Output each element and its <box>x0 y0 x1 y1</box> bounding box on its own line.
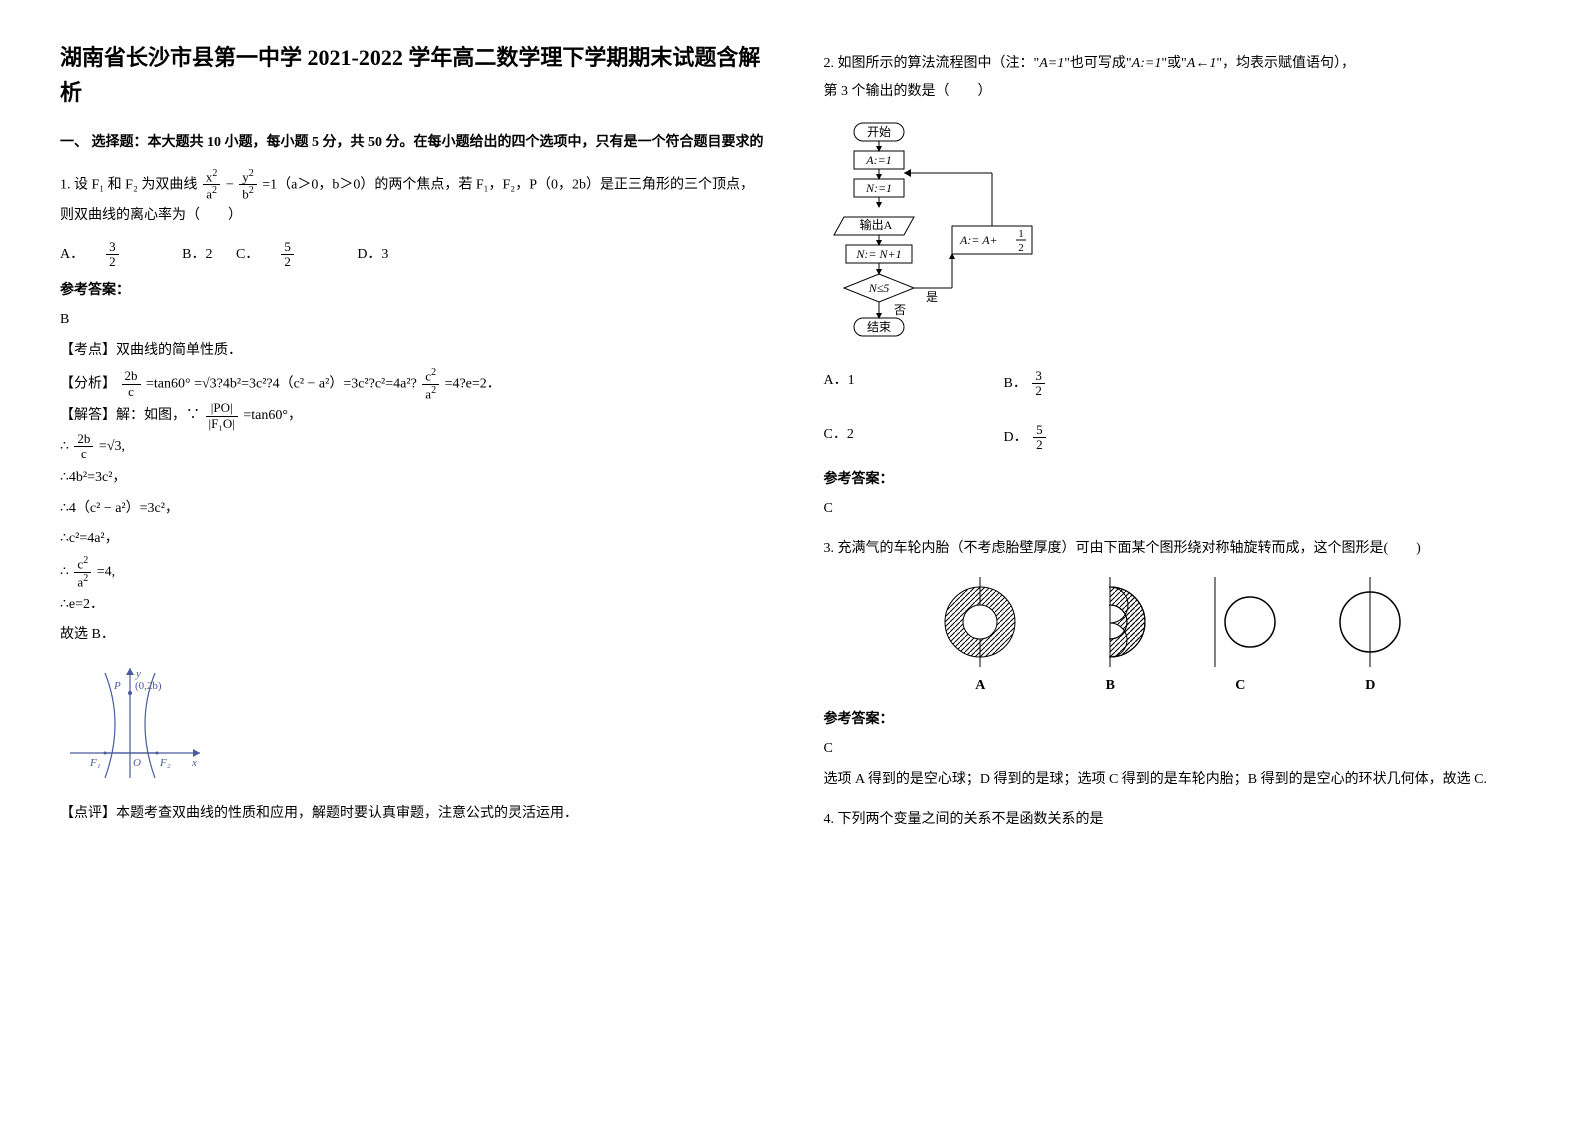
q3-fig-D <box>1325 577 1415 667</box>
svg-text:F₁: F₁ <box>89 757 101 769</box>
svg-text:A:= A+: A:= A+ <box>959 233 998 247</box>
q3-answer: C 选项 A 得到的是空心球；D 得到的是球；选项 C 得到的是车轮内胎；B 得… <box>824 734 1528 796</box>
svg-text:O: O <box>133 757 141 769</box>
question-4: 4. 下列两个变量之间的关系不是函数关系的是 <box>824 806 1528 834</box>
svg-text:F₂: F₂ <box>159 757 171 769</box>
q1-answer-label: 参考答案： <box>60 279 764 299</box>
svg-text:输出A: 输出A <box>859 217 892 232</box>
q3-fig-C <box>1195 577 1285 667</box>
svg-text:1: 1 <box>1018 228 1024 240</box>
q1-optC: C．52 <box>236 247 334 262</box>
q1-line6: ∴e=2． <box>60 590 764 621</box>
q1-optA: A．32 <box>60 247 159 262</box>
q2-optB: B． 32 <box>1004 369 1184 399</box>
svg-text:y: y <box>135 668 141 680</box>
q1-dianping: 【点评】本题考查双曲线的性质和应用，解题时要认真审题，注意公式的灵活运用． <box>60 800 764 828</box>
hyp-fraction-y: y2b2 <box>239 168 257 202</box>
q1-line5: ∴ c2a2 =4, <box>60 555 764 589</box>
svg-text:2: 2 <box>1018 242 1024 254</box>
q1-figure: P (0,2b) F₁ O F₂ x y <box>60 663 764 788</box>
q1-optD: D．3 <box>357 247 388 262</box>
q3-answer-label: 参考答案： <box>824 708 1528 728</box>
q2-optD: D． 52 <box>1004 423 1184 453</box>
svg-text:是: 是 <box>925 290 937 304</box>
q1-line2: ∴4b²=3c²， <box>60 463 764 494</box>
svg-text:A:=1: A:=1 <box>865 153 891 167</box>
q1-line4: ∴c²=4a²， <box>60 524 764 555</box>
svg-text:N:=1: N:=1 <box>864 181 891 195</box>
q1-line1: ∴ 2bc =√3, <box>60 432 764 463</box>
q3-fig-A <box>935 577 1025 667</box>
q1-line3: ∴4（c² − a²）=3c²， <box>60 494 764 525</box>
question-1: 1. 设 F₁ 和 F₂ 为双曲线 x2a2 − y2b2 =1（a＞0，b＞0… <box>60 168 764 230</box>
svg-text:N:= N+1: N:= N+1 <box>855 247 901 261</box>
q1-answer: B 【考点】双曲线的简单性质． 【分析】 2bc =tan60° =√3?4b²… <box>60 305 764 651</box>
q2-flowchart: 开始 A:=1 N:=1 输出A N:= N+1 <box>824 118 1528 353</box>
q1-line7: 故选 B． <box>60 620 764 651</box>
page-title: 湖南省长沙市县第一中学 2021-2022 学年高二数学理下学期期末试题含解析 <box>60 40 764 110</box>
q1-fenxi: 【分析】 2bc =tan60° =√3?4b²=3c²?4（c² − a²）=… <box>60 367 764 401</box>
svg-text:N≤5: N≤5 <box>867 281 889 295</box>
svg-text:P: P <box>113 680 121 692</box>
q1-optB: B．2 <box>182 247 212 262</box>
q3-fig-B <box>1065 577 1155 667</box>
q2-options: A．1 B． 32 C．2 D． 52 <box>824 369 1184 452</box>
svg-text:(0,2b): (0,2b) <box>135 680 162 692</box>
question-3: 3. 充满气的车轮内胎（不考虑胎壁厚度）可由下面某个图形绕对称轴旋转而成，这个图… <box>824 535 1528 563</box>
q1-kaodian: 【考点】双曲线的简单性质． <box>60 336 764 367</box>
question-2: 2. 如图所示的算法流程图中（注："A=1"也可写成"A:=1"或"A←1"，均… <box>824 50 1528 106</box>
svg-text:否: 否 <box>894 303 906 317</box>
svg-text:结束: 结束 <box>866 320 890 334</box>
q1-ans-letter: B <box>60 305 764 336</box>
q1-stem-a: 1. 设 F₁ 和 F₂ 为双曲线 <box>60 177 201 192</box>
hyp-fraction-x: x2a2 <box>203 168 221 202</box>
q1-jieda: 【解答】解：如图，∵ |PO||F₁O| =tan60°， <box>60 401 764 432</box>
q3-figures: A B <box>824 577 1528 694</box>
svg-text:开始: 开始 <box>866 125 890 139</box>
q2-answer: C <box>824 494 1528 525</box>
section-heading: 一、 选择题：本大题共 10 小题，每小题 5 分，共 50 分。在每小题给出的… <box>60 130 764 155</box>
svg-text:x: x <box>191 757 197 769</box>
q2-optA: A．1 <box>824 369 1004 399</box>
q2-optC: C．2 <box>824 423 1004 453</box>
q2-answer-label: 参考答案： <box>824 468 1528 488</box>
q1-options: A．32 B．2 C．52 D．3 <box>60 240 764 270</box>
